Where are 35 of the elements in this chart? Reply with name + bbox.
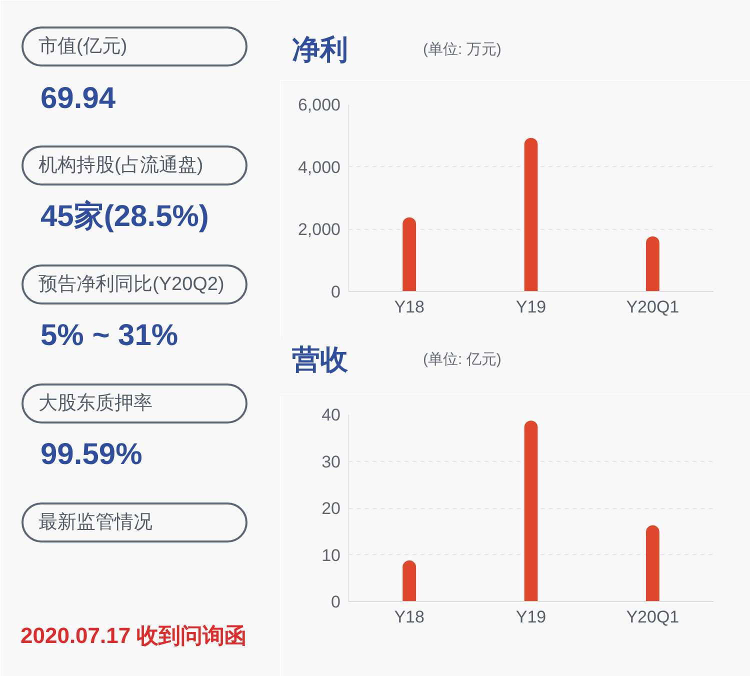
x-tick-label: Y20Q1 — [626, 608, 680, 626]
bar — [402, 560, 416, 602]
text: 最新监管情况 — [38, 511, 152, 533]
text: 69.94 — [40, 82, 116, 115]
x-tick-label: Y19 — [516, 608, 546, 626]
text: 预告净利同比(Y20Q2) — [38, 274, 224, 295]
x-tick-label: Y20Q1 — [626, 298, 680, 316]
chart-title: 净利 — [292, 34, 348, 65]
chart-subtitle: (单位: 亿元) — [423, 351, 502, 368]
y-tick-label: 20 — [322, 499, 341, 518]
text: 市值(亿元) — [38, 35, 128, 57]
y-tick-label: 10 — [322, 546, 341, 565]
bar — [524, 420, 538, 602]
chart-title: 营收 — [292, 344, 348, 375]
x-tick-label: Y19 — [516, 298, 546, 316]
text: 99.59% — [40, 438, 142, 471]
y-tick-label: 2,000 — [298, 220, 341, 240]
chart-subtitle: (单位: 万元) — [423, 41, 502, 58]
y-tick-label: 6,000 — [298, 96, 341, 114]
y-tick-label: 4,000 — [298, 158, 341, 177]
y-tick-label: 30 — [322, 452, 341, 472]
bar — [524, 138, 538, 292]
text: 5% ~ 31% — [40, 319, 178, 352]
text: 机构持股(占流通盘) — [38, 154, 204, 176]
text: 大股东质押率 — [38, 392, 152, 414]
y-tick-label: 0 — [331, 282, 341, 302]
y-tick-label: 0 — [331, 592, 341, 612]
y-tick-label: 40 — [322, 406, 341, 424]
bar — [402, 217, 416, 292]
bar — [646, 236, 660, 292]
text: 2020.07.17 收到问询函 — [20, 623, 247, 648]
bar — [646, 525, 660, 602]
x-tick-label: Y18 — [394, 608, 424, 626]
text: 45家(28.5%) — [40, 199, 209, 233]
x-tick-label: Y18 — [394, 298, 424, 316]
